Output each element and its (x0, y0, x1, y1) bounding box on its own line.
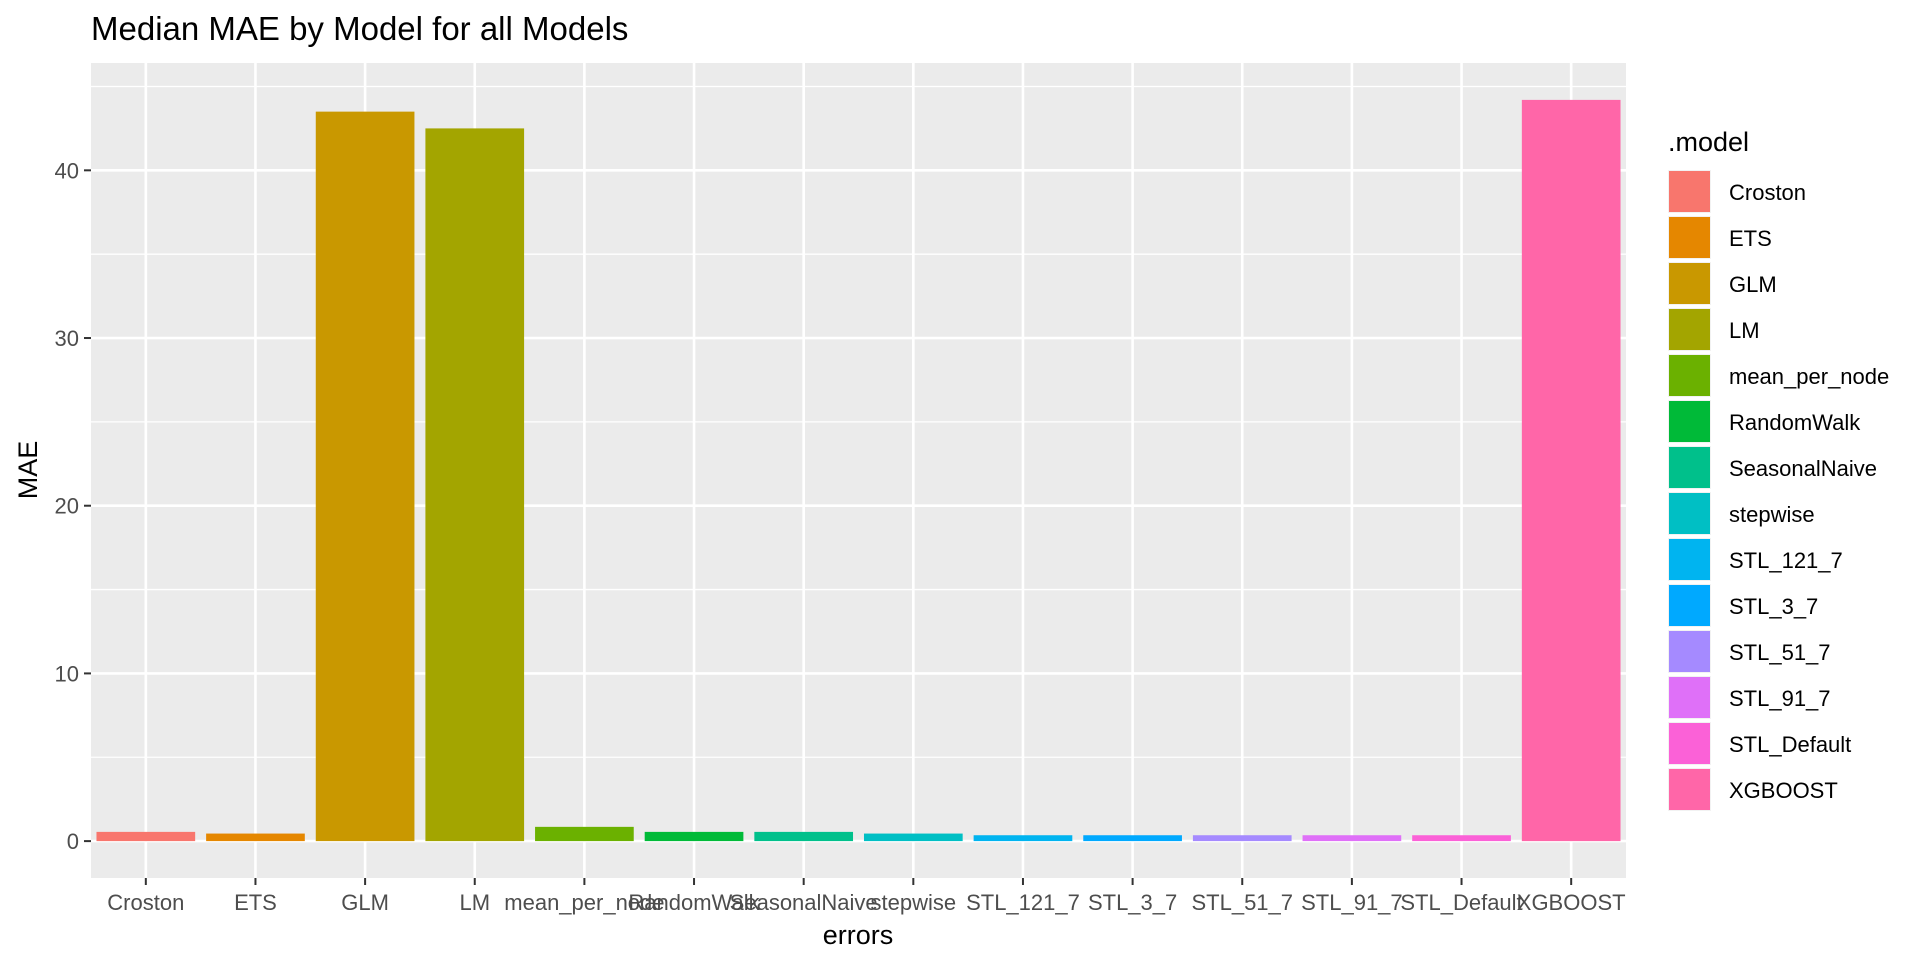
bar-LM (425, 128, 525, 842)
y-tick-label: 40 (55, 158, 79, 183)
y-tick-label: 30 (55, 326, 79, 351)
legend-swatch (1669, 355, 1710, 396)
y-tick-label: 10 (55, 661, 79, 686)
bar-mean_per_node (535, 826, 634, 842)
legend-swatch (1669, 585, 1710, 626)
x-tick-label: STL_3_7 (1088, 890, 1177, 915)
legend-swatch (1669, 769, 1710, 810)
legend-label: STL_Default (1729, 732, 1851, 757)
legend-label: XGBOOST (1729, 778, 1838, 803)
x-tick-label: STL_121_7 (966, 890, 1080, 915)
x-tick-label: Croston (107, 890, 184, 915)
bar-ETS (206, 833, 305, 842)
legend-label: RandomWalk (1729, 410, 1861, 435)
legend-title: .model (1668, 127, 1749, 157)
x-axis: Croston ETS GLM LM mean_per_nodeRandomWalkSe… (107, 878, 1626, 915)
x-tick-label: ETS (234, 890, 277, 915)
legend-swatch (1669, 493, 1710, 534)
x-tick-label: RandomWalk (628, 890, 760, 915)
bars (96, 99, 1621, 842)
legend-label: STL_51_7 (1729, 640, 1831, 665)
legend-swatch (1669, 309, 1710, 350)
y-tick-label: 20 (55, 494, 79, 519)
bar-STL_51_7 (1192, 835, 1292, 842)
legend-swatch (1669, 447, 1710, 488)
bar-stepwise (863, 833, 963, 842)
bar-STL_3_7 (1083, 835, 1182, 842)
legend-label: STL_3_7 (1729, 594, 1818, 619)
legend-swatch (1669, 723, 1710, 764)
chart-title: Median MAE by Model for all Models (91, 10, 628, 47)
legend-swatch (1669, 539, 1710, 580)
bar-STL_Default (1412, 835, 1511, 842)
legend-swatch (1669, 631, 1710, 672)
x-axis-title: errors (823, 920, 894, 950)
bar-XGBOOST (1521, 99, 1621, 842)
bar-GLM (315, 111, 415, 842)
legend-label: Croston (1729, 180, 1806, 205)
y-axis-title: MAE (13, 441, 43, 500)
legend-label: stepwise (1729, 502, 1815, 527)
legend-swatch (1669, 263, 1710, 304)
legend-label: mean_per_node (1729, 364, 1889, 389)
legend-swatch (1669, 677, 1710, 718)
x-tick-label: LM (459, 890, 490, 915)
y-tick-label: 0 (67, 829, 79, 854)
bar-RandomWalk (644, 831, 744, 842)
x-tick-label: STL_51_7 (1191, 890, 1293, 915)
x-tick-label: stepwise (871, 890, 957, 915)
bar-STL_121_7 (973, 835, 1073, 842)
legend-label: ETS (1729, 226, 1772, 251)
bar-Croston (96, 831, 196, 842)
y-axis: 0 10 20 30 40 (55, 158, 91, 854)
legend-label: STL_121_7 (1729, 548, 1843, 573)
x-tick-label: SeasonalNaive (730, 890, 878, 915)
legend-swatch (1669, 217, 1710, 258)
x-tick-label: STL_Default (1400, 890, 1522, 915)
legend-swatch (1669, 171, 1710, 212)
legend-label: STL_91_7 (1729, 686, 1831, 711)
bar-STL_91_7 (1302, 835, 1402, 842)
legend-label: GLM (1729, 272, 1777, 297)
legend-swatch (1669, 401, 1710, 442)
legend: .model Croston ETS GLM LM mean_per_node Rando… (1668, 127, 1889, 811)
x-tick-label: XGBOOST (1517, 890, 1626, 915)
bar-SeasonalNaive (754, 831, 854, 842)
legend-label: SeasonalNaive (1729, 456, 1877, 481)
x-tick-label: GLM (341, 890, 389, 915)
legend-label: LM (1729, 318, 1760, 343)
x-tick-label: mean_per_node (504, 890, 664, 915)
x-tick-label: STL_91_7 (1301, 890, 1403, 915)
